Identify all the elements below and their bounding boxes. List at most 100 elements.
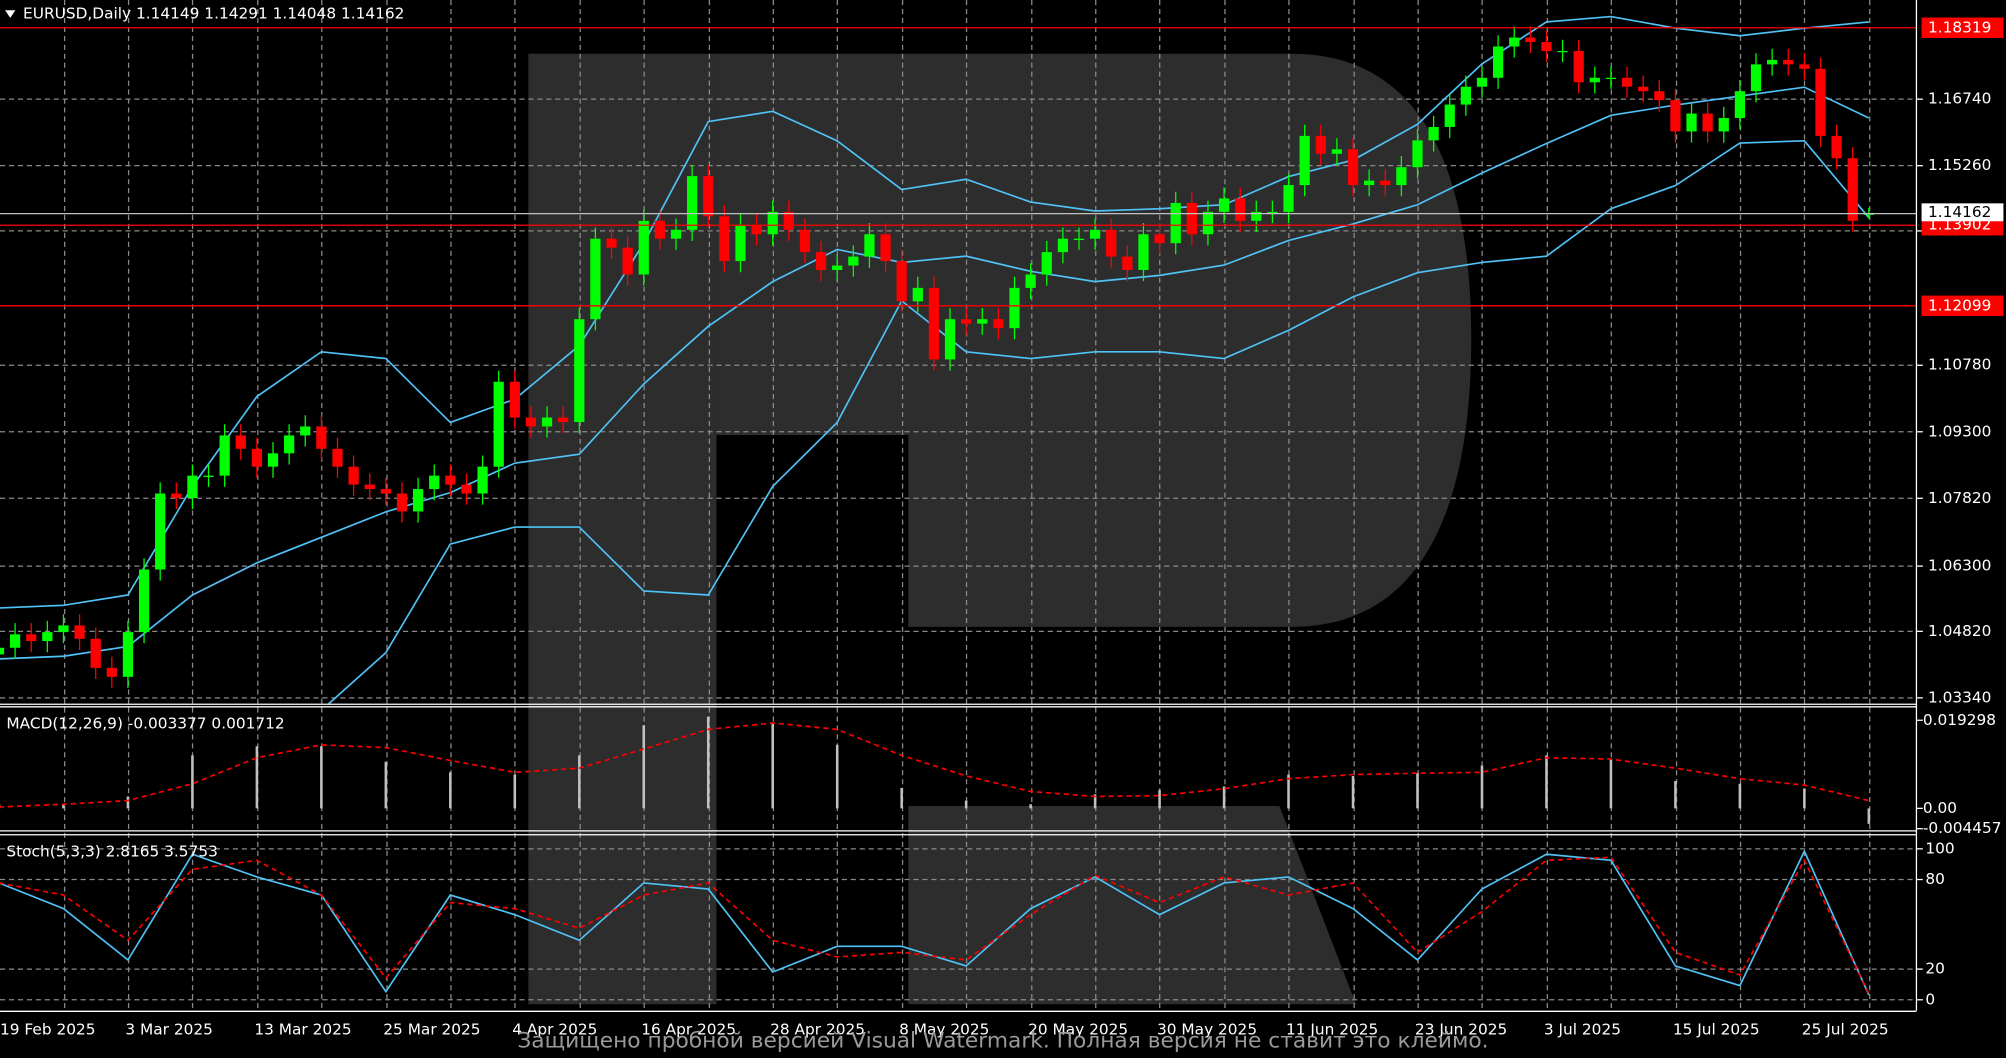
chart-title: EURUSD,Daily 1.14149 1.14291 1.14048 1.1… [23,5,404,23]
candle-body [1670,100,1681,132]
candle-body [1815,68,1826,136]
level-label-box [1921,295,2004,317]
candle-body [1718,118,1729,132]
candle-body [590,238,601,320]
candle-body [348,466,359,485]
candle-body [1122,256,1133,271]
stoch-signal-line [0,856,1870,995]
grid [0,0,1917,1011]
candle-body [525,417,537,427]
candle-body [9,634,21,648]
candle-body [219,435,230,476]
candle-body [1041,252,1052,275]
candle-body [187,475,198,498]
candle-body [1573,50,1584,83]
candle-body [316,426,327,449]
candle-body [815,252,827,271]
y-tick-label: -0.004457 [1923,819,2002,837]
candle-body [1444,104,1455,127]
candle-body [1235,198,1246,221]
candle-body [251,448,263,467]
level-label: 1.18319 [1928,18,1991,36]
candle-body [1202,211,1214,235]
candle-body [1267,211,1278,214]
current-price-box [1921,203,2004,222]
candle-body [493,381,504,467]
y-tick-label: 80 [1925,870,1945,888]
candle-body [1170,202,1181,244]
candle-body [1089,229,1101,239]
candle-body [122,632,134,677]
x-tick-label: 30 May 2025 [1157,1020,1257,1038]
y-tick-label: 100 [1925,839,1954,857]
candle-body [1315,135,1326,154]
candle-body [380,489,391,494]
candle-body [1589,77,1600,83]
candle-body [1347,149,1359,186]
candle-body [1621,77,1633,87]
candle-body [1799,64,1810,69]
x-tick-label: 11 Jun 2025 [1286,1020,1378,1038]
candle-body [106,667,117,677]
candle-body [977,319,988,324]
candle-body [235,435,246,449]
candle-body [670,229,682,239]
candle-body [445,475,456,485]
level-label: 1.12099 [1928,296,1991,314]
candle-body [1106,229,1117,257]
candle-body [1412,140,1423,168]
candle-body [783,211,794,230]
candle-body [1331,149,1343,154]
candle-body [1476,77,1488,87]
candle-body [90,638,101,668]
x-tick-label: 3 Jul 2025 [1544,1020,1621,1038]
candle-body [558,417,569,422]
candle-body [300,426,311,436]
y-tick-label: 1.16740 [1928,90,1991,108]
y-tick-label: 1.09300 [1928,422,1991,440]
candle-body [1734,91,1746,119]
candle-body [1025,274,1036,288]
candle-body [622,247,633,275]
candle-body [1605,77,1617,80]
candle-body [848,256,859,266]
candle-body [1638,86,1649,92]
candle-body [396,493,408,512]
candle-body [1847,158,1858,221]
candle-body [719,216,730,262]
x-tick-label: 4 Apr 2025 [512,1020,597,1038]
y-tick-label: 1.15260 [1928,156,1991,174]
candle-body [654,220,666,239]
plot-area [0,15,1917,996]
candle-body [1364,180,1375,186]
candle-body [1380,180,1391,186]
candle-body [1251,211,1262,221]
stoch-title: Stoch(5,3,3) 2.8165 3.5753 [6,843,217,861]
candle-body [703,176,714,217]
candle-body [332,448,343,467]
candle-body [928,287,940,360]
candle-body [574,319,585,422]
candle-body [1283,185,1294,212]
candle-body [1073,238,1085,240]
candle-body [1541,42,1552,51]
x-tick-label: 23 Jun 2025 [1415,1020,1507,1038]
x-tick-label: 25 Mar 2025 [383,1020,480,1038]
candle-body [1525,37,1536,43]
candle-body [1654,91,1665,101]
watermark-text: Защищено пробной версией Visual Watermar… [517,1028,1488,1053]
candle-body [1218,198,1230,212]
candle-body [1557,50,1568,53]
candle-body [912,287,923,302]
candle-body [1057,238,1068,253]
x-tick-label: 25 Jul 2025 [1802,1020,1889,1038]
candle-body [412,489,424,512]
candle-body [267,453,279,467]
candle-body [138,569,150,633]
x-tick-label: 19 Feb 2025 [0,1020,96,1038]
y-tick-label: 1.06300 [1928,557,1991,575]
x-tick-label: 16 Apr 2025 [641,1020,736,1038]
panel-borders [0,0,1918,1012]
candle-body [896,261,907,302]
